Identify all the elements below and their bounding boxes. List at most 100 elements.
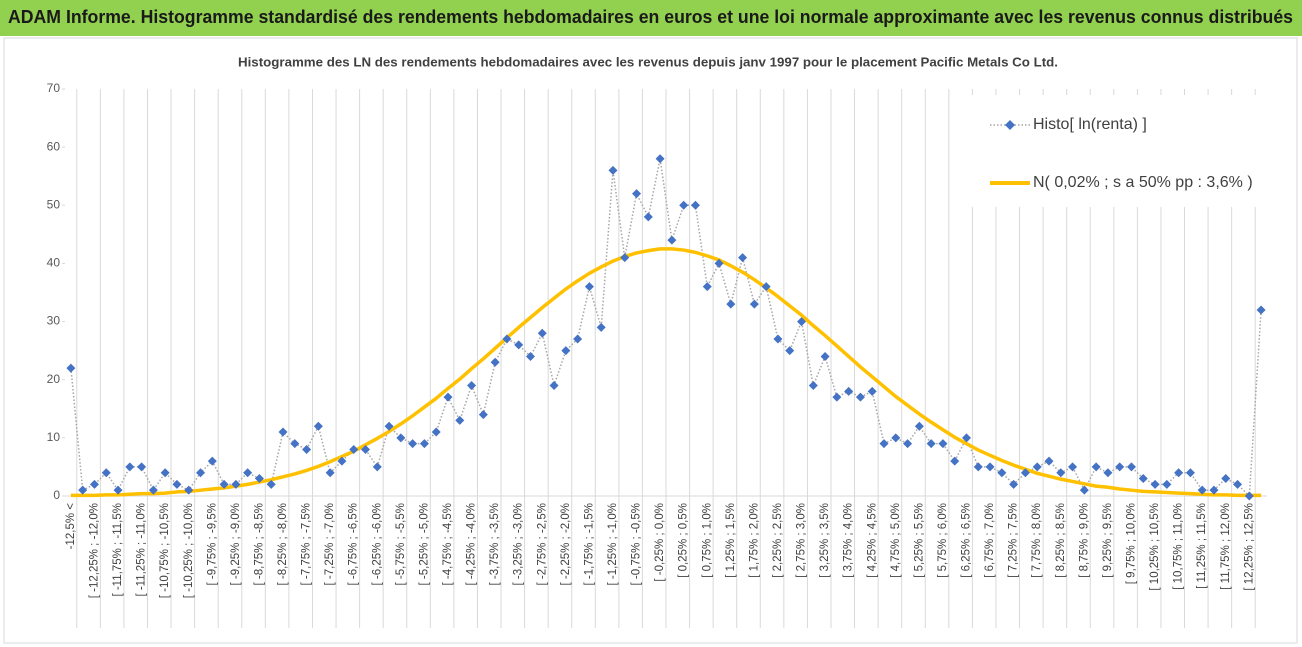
data-marker bbox=[337, 456, 347, 466]
x-tick-label: [ -8,25% ; -8,0% bbox=[277, 503, 289, 585]
data-marker bbox=[832, 392, 842, 402]
chart-title: ADAM Informe. Histogramme standardisé de… bbox=[8, 7, 1293, 27]
data-marker bbox=[573, 334, 583, 344]
data-marker bbox=[903, 439, 913, 449]
data-marker bbox=[290, 439, 300, 449]
data-marker bbox=[1244, 491, 1254, 501]
data-marker bbox=[726, 299, 736, 309]
y-tick-label: 20 bbox=[47, 372, 61, 386]
y-tick-label: 60 bbox=[47, 139, 61, 153]
x-tick-label: [ -3,25% ; -3,0% bbox=[513, 503, 525, 585]
y-tick-label: 10 bbox=[47, 430, 61, 444]
x-tick-label: [ -2,75% ; -2,5% bbox=[536, 503, 548, 585]
x-tick-label: [ -1,75% ; -1,5% bbox=[583, 503, 595, 585]
x-tick-label: [ -0,25% ; 0,0% bbox=[654, 503, 666, 582]
y-tick-label: 70 bbox=[47, 81, 61, 95]
x-tick-label: [ 5,25% ; 5,5% bbox=[913, 503, 925, 578]
data-marker bbox=[1103, 468, 1113, 478]
data-marker bbox=[148, 485, 158, 495]
data-marker bbox=[1174, 468, 1184, 478]
x-tick-label: [ -3,75% ; -3,5% bbox=[489, 503, 501, 585]
data-marker bbox=[502, 334, 512, 344]
data-marker bbox=[914, 421, 924, 431]
chart-border bbox=[3, 37, 1298, 644]
data-marker bbox=[1185, 468, 1195, 478]
data-marker bbox=[419, 439, 429, 449]
data-marker bbox=[855, 392, 865, 402]
x-tick-label: [ 6,75% ; 7,0% bbox=[984, 503, 996, 578]
x-tick-label: [ -10,25% ; -10,0% bbox=[183, 503, 195, 598]
data-marker bbox=[537, 328, 547, 338]
data-marker bbox=[973, 462, 983, 472]
data-marker bbox=[997, 468, 1007, 478]
data-marker bbox=[584, 282, 594, 292]
x-tick-label: [ 12,25% ; 12,5% bbox=[1243, 503, 1255, 591]
chart-subtitle: Histogramme des LN des rendements hebdom… bbox=[238, 55, 1058, 69]
data-marker bbox=[643, 212, 653, 222]
data-marker bbox=[608, 165, 618, 175]
data-marker bbox=[372, 462, 382, 472]
data-marker bbox=[1020, 468, 1030, 478]
data-marker bbox=[820, 351, 830, 361]
data-marker bbox=[1056, 468, 1066, 478]
x-tick-label: [ 9,25% ; 9,5% bbox=[1102, 503, 1114, 578]
data-marker bbox=[962, 433, 971, 443]
data-marker bbox=[702, 282, 712, 292]
data-marker bbox=[1079, 485, 1089, 495]
x-tick-label: [ -9,75% ; -9,5% bbox=[206, 503, 218, 585]
data-marker bbox=[950, 456, 960, 466]
x-tick-label: [ 7,25% ; 7,5% bbox=[1008, 503, 1020, 578]
x-tick-label: [ 4,75% ; 5,0% bbox=[890, 503, 902, 578]
x-tick-label: [ 11,25% ; 11,5% bbox=[1196, 503, 1208, 589]
data-marker bbox=[561, 346, 571, 356]
title-bar bbox=[0, 0, 1302, 36]
data-marker bbox=[1162, 479, 1172, 489]
x-tick-label: [ 2,75% ; 3,0% bbox=[796, 503, 808, 578]
data-marker bbox=[172, 479, 182, 489]
x-tick-label: [ 10,25% ; 10,5% bbox=[1149, 503, 1161, 591]
data-marker bbox=[78, 485, 88, 495]
data-marker bbox=[396, 433, 406, 443]
x-tick-label: [ -5,25% ; -5,0% bbox=[418, 503, 430, 585]
data-marker bbox=[525, 351, 535, 361]
data-marker bbox=[231, 479, 241, 489]
data-marker bbox=[785, 346, 795, 356]
data-marker bbox=[690, 200, 700, 210]
data-marker bbox=[679, 200, 689, 210]
x-tick-label: [ 11,75% ; 12,0% bbox=[1220, 503, 1232, 590]
data-marker bbox=[184, 485, 194, 495]
data-marker bbox=[101, 468, 111, 478]
x-tick-label: [ -7,75% ; -7,5% bbox=[301, 503, 313, 585]
data-marker bbox=[549, 381, 559, 391]
data-marker bbox=[254, 474, 264, 484]
data-marker bbox=[1233, 479, 1243, 489]
legend-box bbox=[962, 95, 1292, 207]
data-marker bbox=[278, 427, 288, 437]
data-marker bbox=[1091, 462, 1101, 472]
y-tick-label: 0 bbox=[53, 488, 60, 502]
data-marker bbox=[655, 154, 665, 164]
data-marker bbox=[596, 322, 606, 332]
data-marker bbox=[490, 357, 500, 367]
data-marker bbox=[1138, 474, 1148, 484]
data-marker bbox=[243, 468, 253, 478]
x-tick-label: [ -2,25% ; -2,0% bbox=[560, 503, 572, 585]
y-tick-label: 30 bbox=[47, 314, 61, 328]
data-marker bbox=[1221, 474, 1231, 484]
data-marker bbox=[325, 468, 335, 478]
x-tick-label: [ -12,25% ; -12,0% bbox=[88, 503, 100, 598]
legend-label: Histo[ ln(renta) ] bbox=[1033, 116, 1147, 133]
x-tick-label: [ 0,25% ; 0,5% bbox=[678, 503, 690, 578]
x-tick-label: [ 8,75% ; 9,0% bbox=[1078, 503, 1090, 578]
data-marker bbox=[667, 235, 677, 245]
data-marker bbox=[1197, 485, 1207, 495]
data-marker bbox=[431, 427, 441, 437]
y-tick-label: 50 bbox=[47, 197, 61, 211]
x-tick-label: [ 3,25% ; 3,5% bbox=[819, 503, 831, 578]
data-marker bbox=[196, 468, 206, 478]
data-marker bbox=[867, 386, 877, 396]
data-marker bbox=[844, 386, 854, 396]
x-tick-label: [ -4,25% ; -4,0% bbox=[466, 503, 478, 585]
data-marker bbox=[1209, 485, 1219, 495]
x-tick-label: [ 7,75% ; 8,0% bbox=[1031, 503, 1043, 578]
